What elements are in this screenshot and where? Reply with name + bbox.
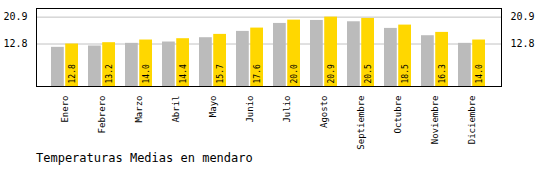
svg-text:Diciembre: Diciembre — [467, 96, 477, 145]
svg-text:14.4: 14.4 — [179, 64, 188, 83]
svg-text:16.3: 16.3 — [438, 64, 447, 83]
svg-text:15.7: 15.7 — [216, 64, 225, 83]
svg-text:Agosto: Agosto — [319, 96, 329, 129]
svg-text:20.9: 20.9 — [511, 11, 535, 22]
svg-text:Julio: Julio — [282, 96, 292, 123]
svg-text:14.0: 14.0 — [475, 64, 484, 83]
svg-text:12.8: 12.8 — [511, 38, 535, 49]
svg-text:20.9: 20.9 — [3, 11, 27, 22]
html-text:Temperaturas Medias en mendaro: Temperaturas Medias en mendaro — [36, 151, 253, 165]
svg-text:17.6: 17.6 — [253, 64, 262, 83]
svg-text:Mayo: Mayo — [208, 96, 218, 118]
svg-text:20.5: 20.5 — [364, 64, 373, 83]
svg-text:Febrero: Febrero — [97, 96, 107, 134]
svg-text:Junio: Junio — [245, 96, 255, 123]
svg-text:Marzo: Marzo — [134, 96, 144, 123]
svg-text:12.8: 12.8 — [68, 64, 77, 83]
svg-text:20.0: 20.0 — [290, 64, 299, 83]
svg-text:14.0: 14.0 — [142, 64, 151, 83]
svg-text:Octubre: Octubre — [393, 96, 403, 134]
svg-text:Enero: Enero — [60, 96, 70, 123]
svg-text:12.8: 12.8 — [3, 38, 27, 49]
svg-text:18.5: 18.5 — [401, 64, 410, 83]
svg-text:13.2: 13.2 — [105, 64, 114, 83]
svg-text:Septiembre: Septiembre — [356, 96, 366, 150]
svg-text:20.9: 20.9 — [327, 64, 336, 83]
svg-text:Abril: Abril — [171, 96, 181, 123]
svg-text:Noviembre: Noviembre — [430, 96, 440, 145]
